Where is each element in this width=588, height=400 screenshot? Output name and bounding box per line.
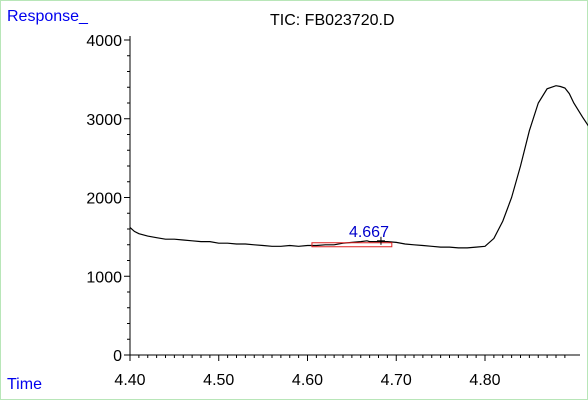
- x-tick-label-1: 4.50: [203, 372, 234, 389]
- y-axis-label: Response_: [7, 8, 88, 25]
- chart-title: TIC: FB023720.D: [270, 12, 395, 29]
- y-tick-label-2000: 2000: [86, 191, 122, 208]
- tic-trace-line: [129, 85, 588, 249]
- x-axis-label: Time: [7, 376, 42, 393]
- y-tick-label-3000: 3000: [86, 112, 122, 129]
- y-tick-label-4000: 4000: [86, 33, 122, 50]
- peak-label-0: 4.667: [349, 224, 389, 241]
- x-tick-label-2: 4.60: [292, 372, 323, 389]
- y-tick-label-0: 0: [113, 348, 122, 365]
- x-tick-label-4: 4.80: [469, 372, 500, 389]
- x-tick-label-0: 4.40: [114, 372, 145, 389]
- integration-box: [311, 242, 393, 248]
- x-tick-label-3: 4.70: [381, 372, 412, 389]
- y-tick-label-1000: 1000: [86, 269, 122, 286]
